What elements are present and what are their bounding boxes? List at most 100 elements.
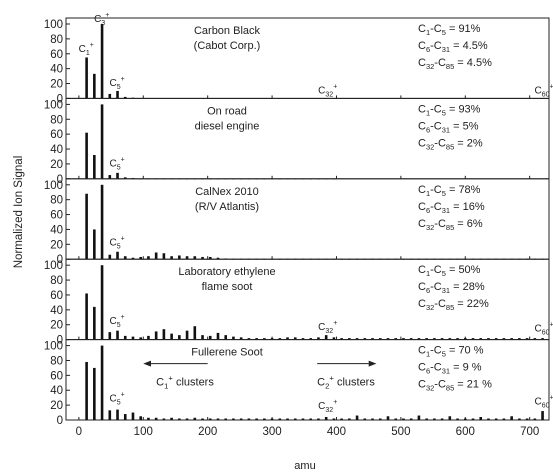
peak-label-sub: 32 — [325, 407, 333, 414]
bar — [518, 338, 521, 340]
bar — [324, 335, 328, 340]
fraction-value: = 78% — [446, 184, 481, 196]
bar — [270, 418, 274, 420]
cluster-label-sub: 2 — [325, 382, 329, 391]
bar — [263, 418, 266, 420]
bar — [363, 338, 367, 340]
bar — [525, 418, 529, 420]
bar — [394, 418, 398, 420]
bar — [471, 418, 475, 420]
bar — [85, 57, 88, 99]
fraction-sub-a: 32 — [426, 142, 434, 151]
peak-label: C1+​ — [79, 42, 94, 57]
bar — [170, 333, 173, 340]
cluster-text: clusters — [173, 377, 214, 389]
bar — [93, 367, 96, 420]
bar — [286, 418, 289, 420]
peak-label: C3+​ — [94, 12, 109, 27]
peak-label: C60+​ — [535, 395, 553, 410]
bar — [371, 338, 374, 340]
fraction-sub-b: 85 — [446, 142, 454, 151]
bar — [108, 254, 112, 260]
bar — [178, 418, 181, 420]
x-tick-label: 400 — [327, 426, 346, 438]
bar — [440, 418, 444, 420]
bar — [108, 332, 112, 340]
bar — [193, 326, 197, 340]
bar — [239, 337, 243, 340]
fraction-value: = 6% — [454, 218, 483, 230]
peak-label-sup: + — [90, 42, 94, 49]
bar — [116, 172, 119, 179]
bar — [247, 338, 251, 340]
bar — [463, 418, 467, 420]
fraction-sub-b: 5 — [442, 269, 446, 278]
bar — [116, 409, 119, 420]
bar — [402, 338, 405, 340]
fraction-value: = 5% — [450, 120, 479, 132]
bar — [479, 417, 483, 420]
fraction-c: C — [418, 184, 426, 196]
bar — [193, 256, 197, 260]
fraction-value: = 2% — [454, 137, 483, 149]
fraction-sub-b: 85 — [446, 62, 454, 71]
fraction-row: C1-C5 = 93% — [418, 103, 481, 117]
fraction-c: C — [418, 298, 426, 310]
panel-title-line: CalNex 2010 — [195, 186, 259, 198]
panel-title-line: Fullerene Soot — [191, 347, 263, 359]
bar — [208, 335, 212, 340]
fraction-value: = 93% — [446, 103, 481, 115]
bar — [502, 338, 506, 340]
x-tick-label: 600 — [456, 426, 475, 438]
fraction-row: C32-C85 = 4.5% — [418, 57, 492, 71]
fraction-row: C6-C31 = 5% — [418, 120, 479, 134]
bar — [216, 418, 220, 420]
fraction-c: C — [418, 281, 426, 293]
fraction-row: C6-C31 = 16% — [418, 201, 485, 215]
fraction-row: C6-C31 = 9 % — [418, 362, 482, 376]
bar — [232, 336, 235, 340]
bar — [386, 338, 390, 340]
peak-label: C5+​ — [110, 314, 125, 329]
bar — [409, 418, 413, 420]
y-tick-label: 40 — [50, 224, 63, 236]
y-tick-label: 20 — [50, 79, 63, 91]
peak-label-sub: 3 — [101, 20, 105, 27]
bar — [448, 338, 452, 340]
peak-label: C5+​ — [110, 156, 125, 171]
fraction-dash: -C — [430, 201, 442, 213]
y-tick-label: 60 — [50, 49, 63, 61]
fraction-sub-b: 31 — [442, 125, 450, 134]
y-tick-label: 40 — [50, 144, 63, 156]
bar — [162, 418, 166, 420]
fraction-row: C1-C5 = 50% — [418, 264, 481, 278]
bar — [378, 418, 382, 420]
bar — [100, 24, 104, 99]
fraction-dash: -C — [430, 184, 442, 196]
bar — [123, 256, 127, 260]
peak-label-sub: 5 — [117, 400, 121, 407]
bar — [154, 252, 158, 260]
fraction-sub-a: 6 — [426, 206, 430, 215]
y-tick-label: 40 — [50, 385, 63, 397]
y-tick-label: 60 — [50, 129, 63, 141]
bar — [201, 256, 204, 260]
bar — [93, 229, 96, 260]
cluster-text: clusters — [334, 377, 375, 389]
peak-label-sub: 32 — [325, 91, 333, 98]
bar — [448, 416, 452, 420]
bar — [208, 418, 212, 420]
fraction-c: C — [418, 40, 426, 52]
bar — [139, 256, 143, 260]
y-tick-label: 0 — [57, 174, 63, 186]
x-tick-label: 100 — [134, 426, 153, 438]
bar — [147, 256, 150, 260]
bar — [363, 418, 367, 420]
bar — [185, 330, 189, 340]
fraction-row: C1-C5 = 91% — [418, 23, 481, 37]
y-tick-label: 100 — [44, 341, 63, 353]
peak-label-base: C — [94, 14, 101, 25]
bar — [224, 335, 228, 340]
